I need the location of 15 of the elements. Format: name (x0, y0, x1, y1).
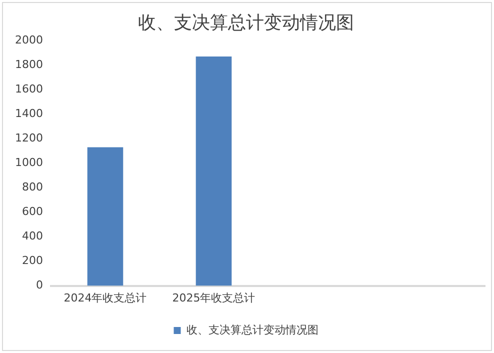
y-tick-label: 1200 (14, 132, 43, 145)
x-tick-label: 2025年收支总计 (172, 291, 256, 304)
y-tick-label: 2000 (14, 33, 43, 46)
y-tick-label: 1800 (14, 58, 43, 71)
y-tick-label: 200 (22, 254, 43, 268)
chart-title: 收、支决算总计变动情况图 (138, 12, 354, 34)
y-tick-label: 800 (22, 180, 43, 194)
y-tick-label: 1000 (14, 156, 43, 170)
y-tick-label: 0 (36, 278, 43, 292)
y-tick-label: 1400 (14, 107, 43, 120)
y-tick-label: 1600 (14, 82, 43, 96)
legend-label: 收、支决算总计变动情况图 (186, 323, 318, 336)
x-tick-label: 2024年收支总计 (64, 291, 147, 304)
y-tick-label: 400 (22, 230, 43, 243)
y-tick-label: 600 (22, 205, 43, 218)
